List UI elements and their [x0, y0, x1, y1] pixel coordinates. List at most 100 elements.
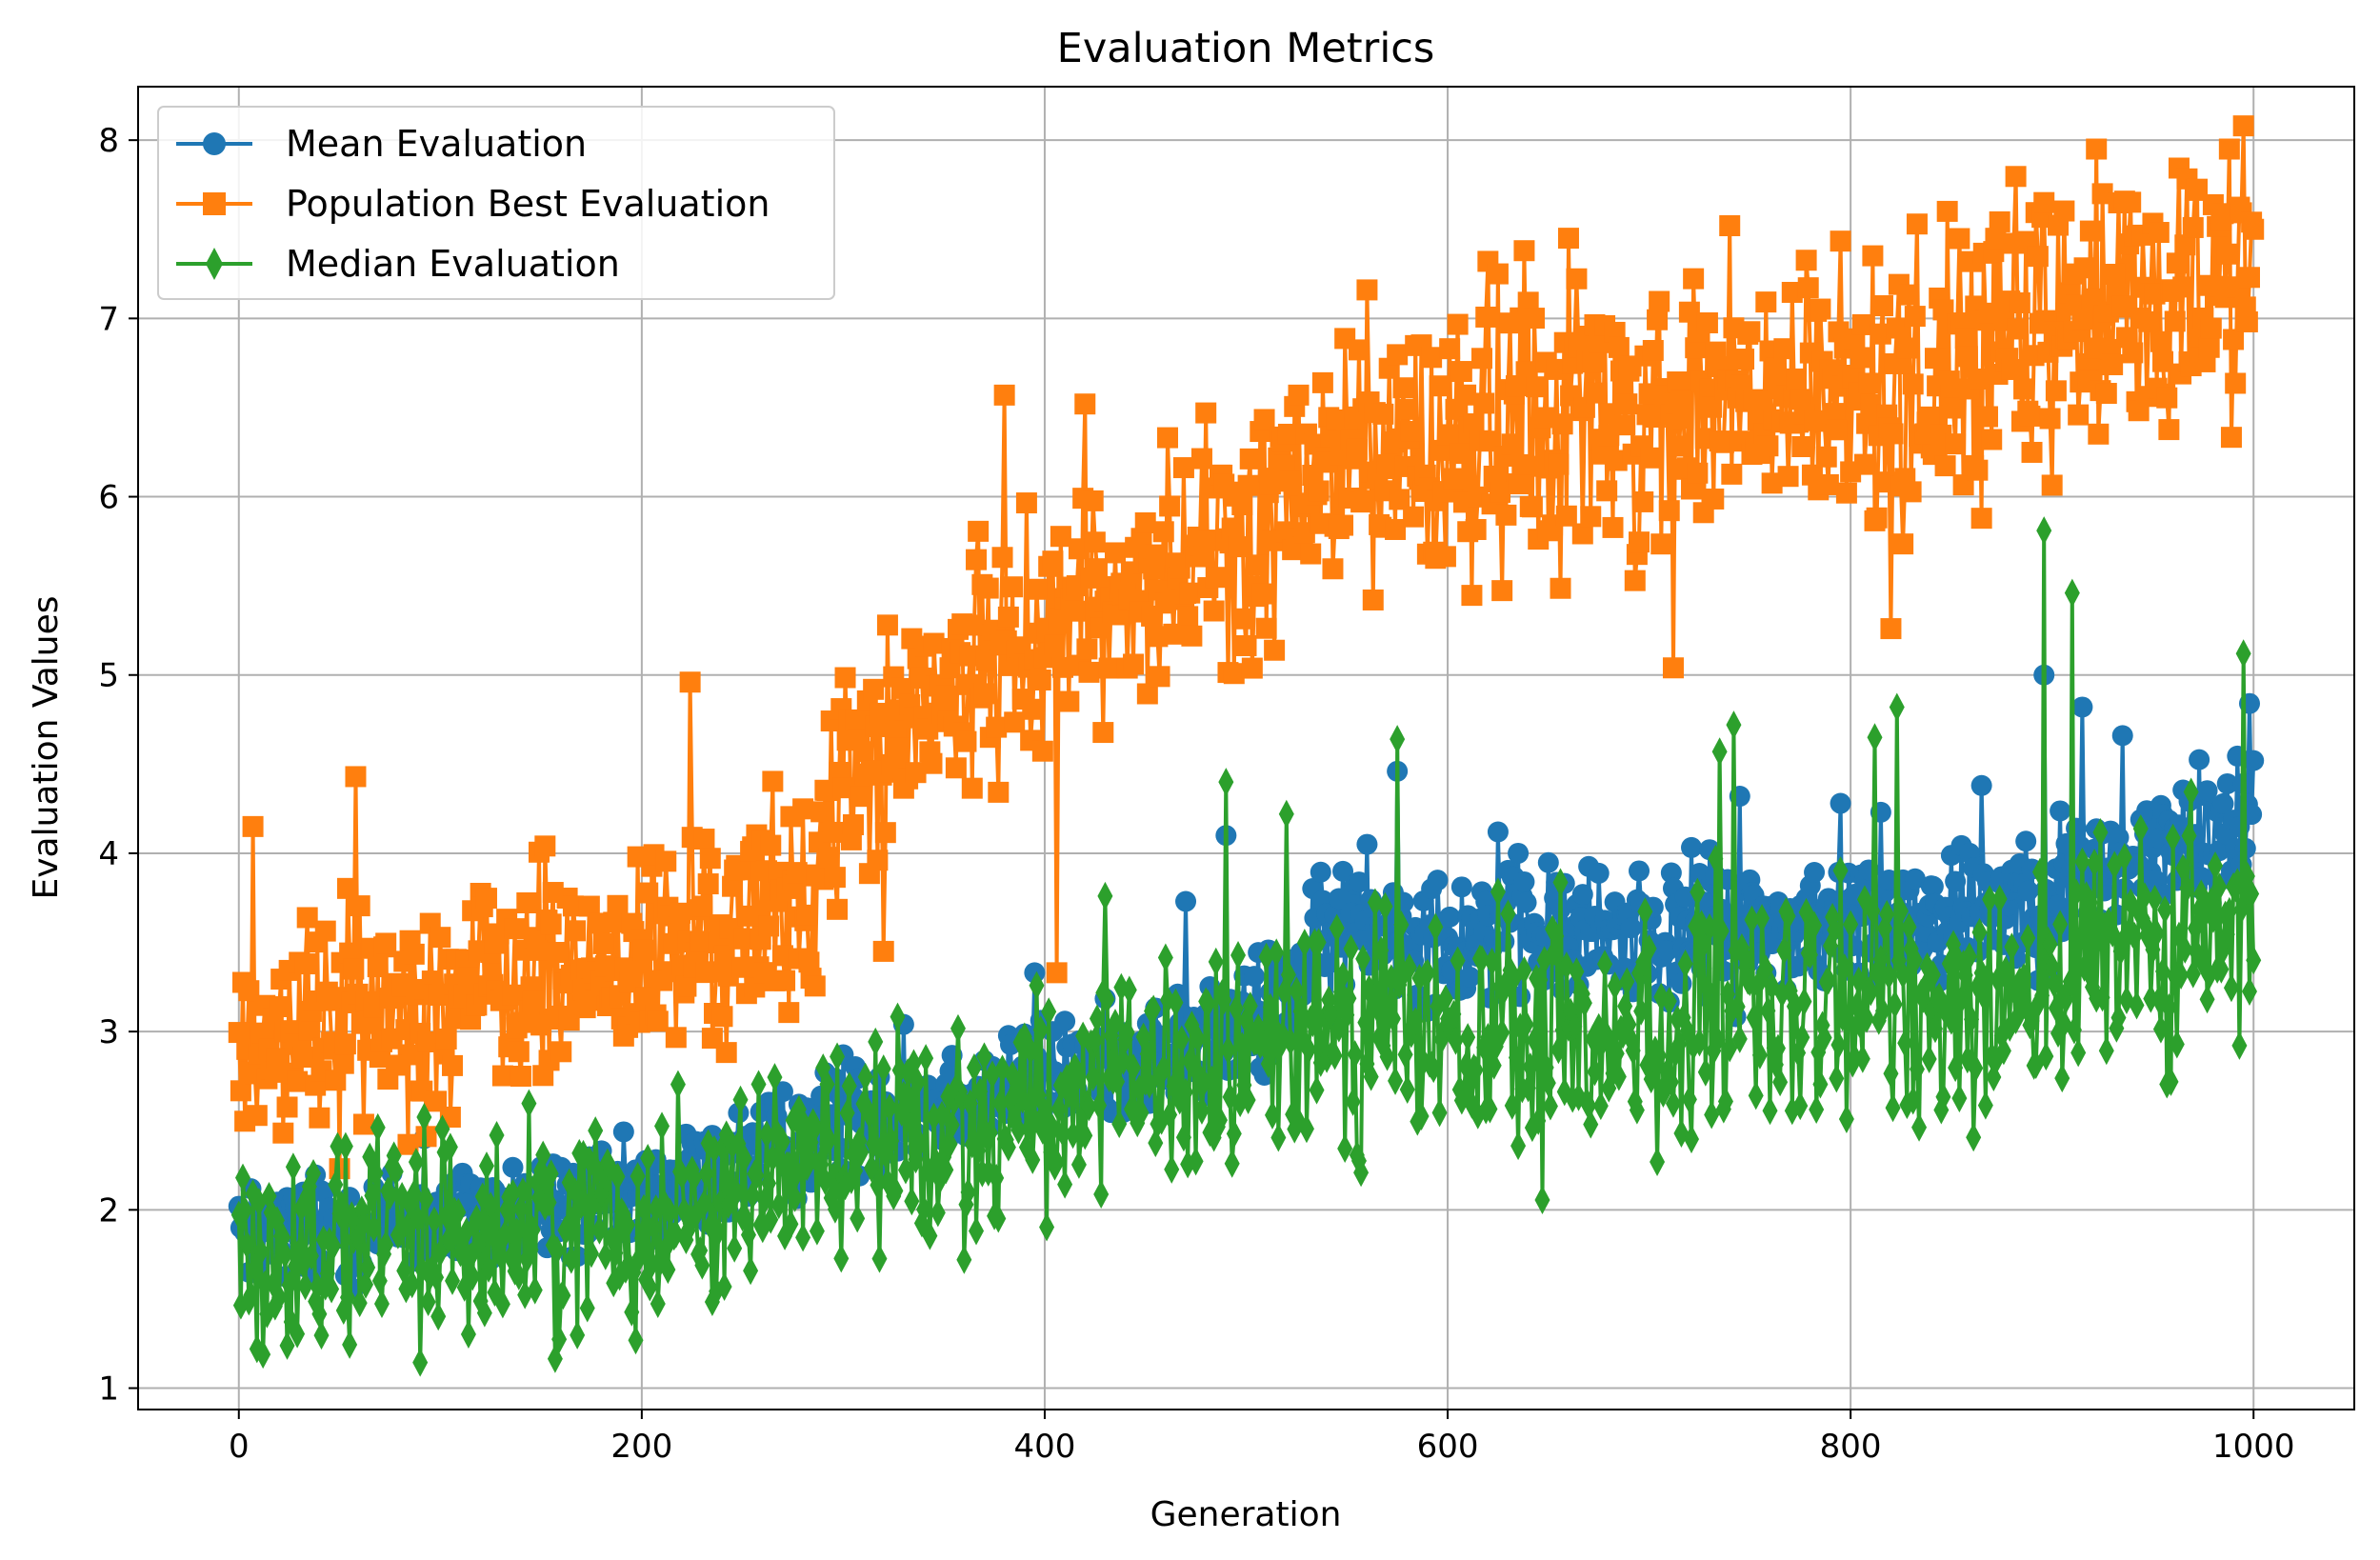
y-tick-label: 5 — [98, 657, 119, 695]
data-point — [955, 730, 977, 752]
data-point — [2091, 183, 2113, 205]
data-point — [478, 1151, 494, 1181]
data-point — [1471, 348, 1493, 370]
data-point — [1970, 774, 1992, 796]
data-point — [1495, 504, 1517, 526]
data-point — [1193, 546, 1215, 568]
data-point — [1896, 337, 1918, 359]
data-point — [1683, 268, 1705, 290]
data-point — [551, 1325, 568, 1354]
data-point — [1058, 690, 1080, 712]
data-point — [1924, 348, 1946, 370]
data-point — [1461, 585, 1483, 607]
data-point — [1347, 1039, 1363, 1069]
data-point — [603, 911, 625, 933]
data-point — [1348, 339, 1370, 361]
data-point — [1190, 448, 1212, 470]
data-point — [2009, 291, 2030, 313]
data-point — [1557, 228, 1579, 250]
data-point — [1155, 1053, 1171, 1083]
y-tick-label: 8 — [98, 122, 119, 160]
data-point — [852, 741, 874, 763]
data-point — [1951, 1084, 1968, 1113]
data-point — [848, 1156, 864, 1186]
data-point — [774, 1127, 790, 1156]
data-point — [505, 1178, 521, 1208]
data-point — [1508, 473, 1530, 495]
data-point — [890, 1002, 906, 1031]
data-point — [1329, 913, 1345, 943]
data-point — [1598, 425, 1620, 447]
data-point — [787, 1183, 803, 1212]
data-point — [1794, 1023, 1810, 1052]
data-point — [786, 862, 808, 884]
data-point — [1874, 996, 1890, 1026]
data-point — [2179, 873, 2195, 903]
data-point — [1964, 1005, 1980, 1034]
data-point — [977, 577, 999, 599]
data-point — [1253, 409, 1275, 430]
data-point — [1522, 1052, 1538, 1082]
data-point — [337, 1131, 353, 1161]
data-point — [1830, 230, 1851, 252]
data-point — [588, 1116, 604, 1146]
data-point — [1046, 962, 1068, 984]
data-point — [1934, 455, 1956, 477]
data-point — [239, 1230, 255, 1259]
data-point — [1871, 295, 1893, 317]
data-point — [450, 1197, 467, 1227]
data-point — [235, 1163, 251, 1192]
data-point — [324, 1274, 340, 1304]
data-point — [1099, 985, 1115, 1014]
data-point — [1661, 987, 1677, 1016]
data-point — [1508, 842, 1530, 864]
data-point — [2232, 115, 2254, 137]
data-point — [1513, 240, 1535, 262]
data-point — [1830, 1030, 1847, 1060]
series-1 — [228, 115, 2265, 1180]
data-point — [1343, 934, 1359, 964]
data-point — [1517, 291, 1539, 313]
legend: Mean Evaluation Population Best Evaluati… — [157, 106, 835, 300]
data-point — [257, 1270, 273, 1299]
data-point — [1389, 489, 1410, 510]
data-point — [1032, 1015, 1049, 1045]
data-point — [562, 895, 584, 917]
data-point — [1867, 723, 1883, 752]
data-point — [1074, 393, 1096, 415]
data-point — [1373, 936, 1390, 966]
data-point — [1687, 462, 1709, 484]
data-point — [345, 766, 367, 788]
data-point — [916, 1194, 932, 1224]
data-point — [1624, 570, 1646, 591]
data-point — [807, 1113, 823, 1143]
data-point — [535, 1140, 551, 1170]
data-point — [1853, 453, 1875, 475]
data-point — [406, 1179, 422, 1209]
data-point — [2150, 330, 2171, 352]
data-point — [294, 953, 316, 975]
data-point — [1449, 443, 1470, 465]
data-point — [1583, 1110, 1599, 1139]
data-point — [1178, 1077, 1194, 1107]
data-point — [489, 1120, 505, 1150]
data-point — [1708, 844, 1724, 873]
data-point — [2199, 985, 2215, 1014]
data-point — [2072, 924, 2089, 953]
data-point — [1258, 942, 1274, 971]
data-point — [863, 678, 885, 700]
data-point — [1002, 576, 1024, 598]
data-point — [824, 867, 846, 889]
data-point — [2110, 1003, 2127, 1032]
data-point — [343, 958, 365, 980]
data-point — [1726, 710, 1742, 740]
data-point — [1836, 953, 1852, 983]
data-point — [2013, 378, 2035, 400]
data-point — [1177, 606, 1199, 628]
data-point — [1030, 670, 1051, 691]
legend-entry-median: Median Evaluation — [176, 243, 620, 285]
data-point — [1134, 511, 1156, 533]
data-point — [1054, 1010, 1076, 1032]
data-point — [1025, 1145, 1041, 1174]
data-point — [1881, 961, 1897, 990]
